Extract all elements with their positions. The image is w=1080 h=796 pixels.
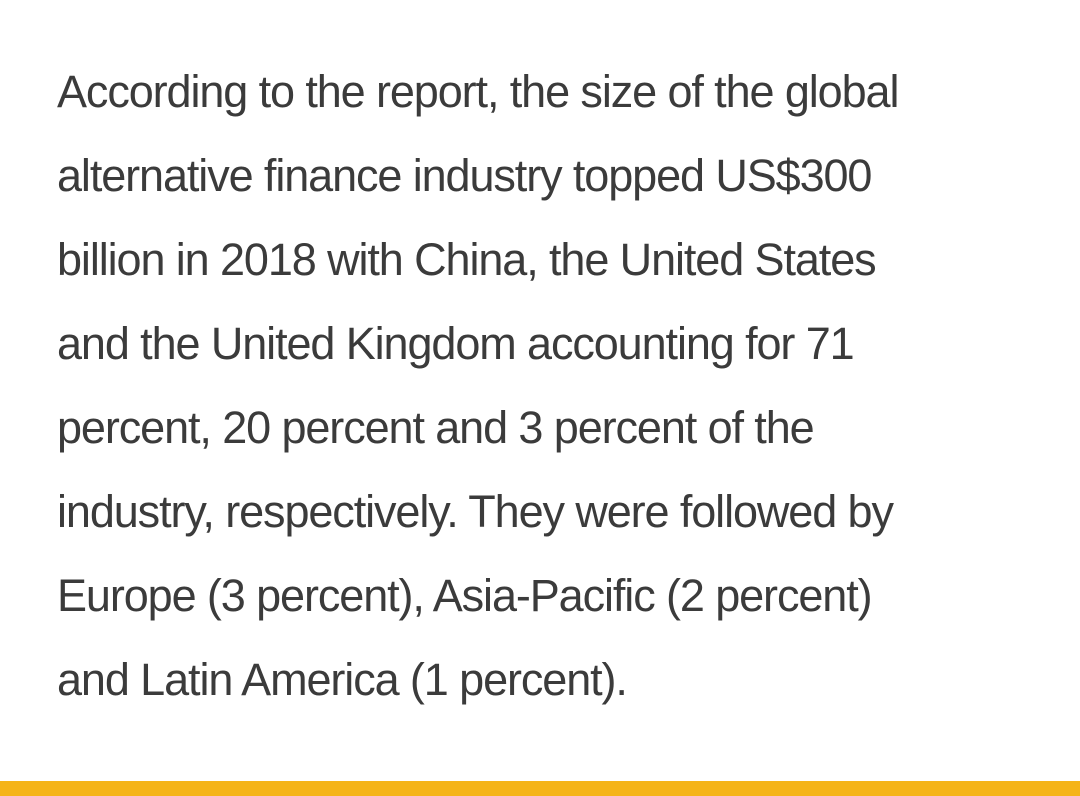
paragraph-line-3: billion in 2018 with China, the United S… — [57, 234, 877, 285]
paragraph-line-4: and the United Kingdom accounting for 71 — [57, 318, 855, 369]
paragraph-line-7: Europe (3 percent), Asia-Pacific (2 perc… — [57, 570, 873, 621]
paragraph-line-8: and Latin America (1 percent). — [57, 654, 628, 705]
paragraph-line-6: industry, respectively. They were follow… — [57, 486, 894, 537]
article-paragraph: According to the report, the size of the… — [57, 56, 1047, 728]
paragraph-line-1: According to the report, the size of the… — [57, 66, 899, 117]
paragraph-line-5: percent, 20 percent and 3 percent of the — [57, 402, 815, 453]
bottom-accent-bar — [0, 781, 1080, 796]
paragraph-line-2: alternative finance industry topped US$3… — [57, 150, 872, 201]
